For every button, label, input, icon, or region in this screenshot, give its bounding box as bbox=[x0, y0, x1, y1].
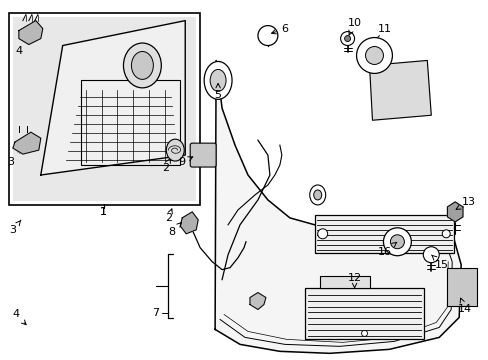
Circle shape bbox=[383, 228, 410, 256]
Ellipse shape bbox=[131, 51, 153, 80]
Circle shape bbox=[361, 330, 367, 336]
Text: 14: 14 bbox=[457, 298, 471, 315]
Circle shape bbox=[365, 46, 383, 64]
Circle shape bbox=[423, 247, 438, 263]
Text: 6: 6 bbox=[271, 24, 288, 34]
Text: 1: 1 bbox=[100, 207, 107, 217]
Circle shape bbox=[258, 26, 277, 45]
Text: 15: 15 bbox=[431, 255, 448, 270]
Polygon shape bbox=[41, 21, 185, 175]
Text: 1: 1 bbox=[100, 207, 107, 217]
Polygon shape bbox=[180, 212, 198, 234]
Ellipse shape bbox=[166, 139, 184, 161]
Text: 7: 7 bbox=[151, 309, 159, 319]
Bar bbox=[447, 268, 476, 306]
Ellipse shape bbox=[123, 43, 161, 88]
Polygon shape bbox=[447, 202, 462, 222]
Bar bbox=[81, 80, 180, 165]
Text: 4: 4 bbox=[15, 39, 28, 55]
Polygon shape bbox=[13, 132, 41, 154]
Text: 2: 2 bbox=[164, 209, 172, 223]
Polygon shape bbox=[369, 60, 430, 120]
Text: 9: 9 bbox=[178, 157, 192, 167]
Polygon shape bbox=[215, 60, 460, 353]
Circle shape bbox=[356, 37, 392, 73]
Circle shape bbox=[317, 229, 327, 239]
Circle shape bbox=[389, 235, 404, 249]
Text: 5: 5 bbox=[214, 84, 221, 100]
Bar bbox=[314, 215, 453, 253]
Text: 12: 12 bbox=[347, 273, 361, 288]
Text: 3: 3 bbox=[7, 148, 20, 167]
Text: 3: 3 bbox=[9, 220, 21, 235]
Ellipse shape bbox=[203, 62, 232, 99]
Ellipse shape bbox=[309, 185, 325, 205]
Bar bbox=[13, 17, 196, 201]
Text: 8: 8 bbox=[168, 222, 181, 237]
Bar bbox=[9, 13, 200, 205]
Text: 16: 16 bbox=[377, 242, 396, 257]
Ellipse shape bbox=[210, 69, 225, 91]
Circle shape bbox=[441, 230, 449, 238]
Bar bbox=[304, 288, 424, 339]
Polygon shape bbox=[249, 293, 265, 310]
Circle shape bbox=[340, 32, 354, 45]
Circle shape bbox=[344, 36, 350, 41]
Text: 13: 13 bbox=[455, 197, 475, 210]
Text: 11: 11 bbox=[377, 24, 391, 33]
Text: 4: 4 bbox=[12, 310, 26, 325]
Text: 2: 2 bbox=[162, 158, 170, 173]
Ellipse shape bbox=[313, 190, 321, 200]
Polygon shape bbox=[19, 21, 42, 45]
Bar bbox=[319, 276, 369, 288]
FancyBboxPatch shape bbox=[190, 143, 216, 167]
Text: 10: 10 bbox=[347, 18, 361, 35]
